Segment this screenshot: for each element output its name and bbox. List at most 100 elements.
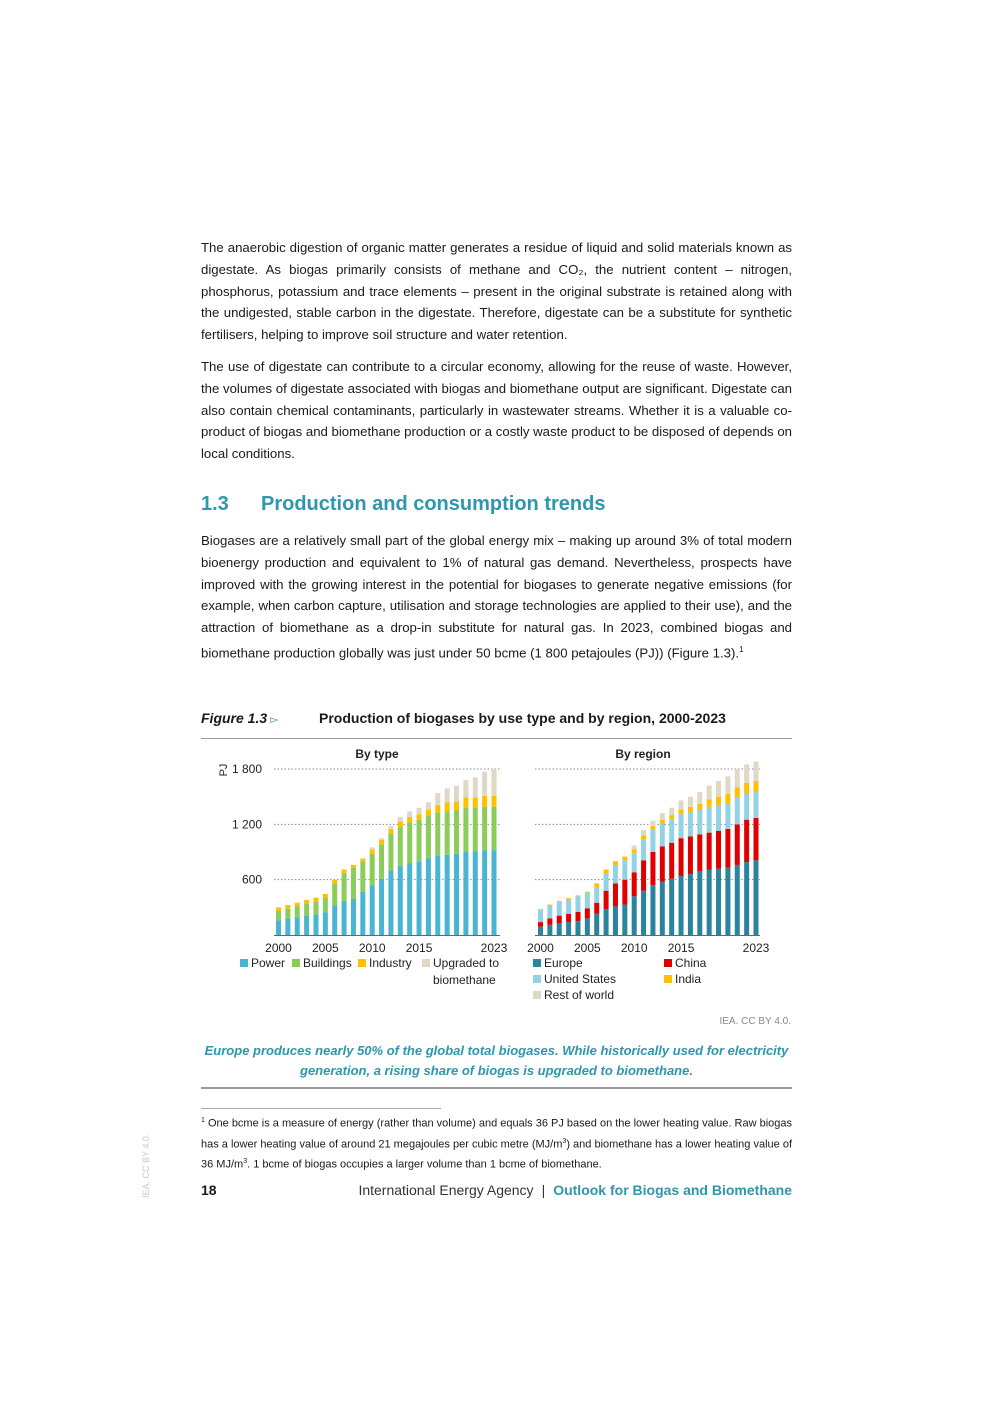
bar-type-industry-2023 [491,795,497,807]
bar-type-buildings-2009 [360,861,366,892]
bar-region-rest-of-world-2014 [669,807,675,816]
bar-region-rest-of-world-2019 [716,780,722,797]
bar-type-power-2019 [454,853,460,935]
bar-type-industry-2020 [463,797,469,808]
bar-type-upgraded-to-biomethane-2023 [491,769,497,796]
bar-region-united-states-2010 [631,852,637,873]
bar-region-europe-2016 [687,874,693,935]
bar-region-europe-2001 [547,924,553,935]
bar-region-united-states-2000 [538,910,543,923]
xtick-label: 2023 [481,941,508,955]
paragraph-digestate: The anaerobic digestion of organic matte… [201,240,792,343]
bar-type-power-2023 [491,850,497,935]
bar-region-united-states-2005 [584,892,590,909]
footer-separator: | [541,1182,546,1198]
footnote: 1 One bcme is a measure of energy (rathe… [201,1112,792,1174]
legend-label: Power [251,956,285,970]
bar-type-buildings-2002 [294,906,300,918]
bar-region-china-2020 [725,828,731,868]
legend-label: Buildings [303,956,352,970]
page-footer: 18 International Energy Agency | Outlook f… [201,1182,792,1198]
ytick-label: 1 200 [232,817,262,831]
xtick-label: 2023 [743,941,770,955]
bar-type-industry-2009 [360,858,366,862]
page-number: 18 [201,1182,217,1198]
bar-type-upgraded-to-biomethane-2011 [379,838,385,841]
ytick-label: 1 800 [232,762,262,776]
bar-region-china-2015 [678,838,684,876]
bar-type-upgraded-to-biomethane-2019 [454,785,460,802]
legend-swatch [533,991,541,999]
xtick-label: 2000 [265,941,292,955]
ytick-label: 600 [242,873,262,887]
bar-region-china-2023 [753,817,759,861]
figure-caption: Europe produces nearly 50% of the global… [204,1043,789,1078]
bar-region-united-states-2006 [594,887,600,903]
legend-swatch [292,959,300,967]
bar-region-united-states-2023 [753,792,759,818]
xtick-label: 2015 [668,941,695,955]
bar-region-china-2021 [734,824,740,865]
section-number: 1.3 [201,493,229,515]
bar-region-india-2002 [556,900,562,902]
bar-region-united-states-2013 [659,823,665,847]
bar-region-rest-of-world-2023 [753,761,759,781]
footer-right: International Energy Agency | Outlook for … [358,1182,792,1198]
figure-arrow-icon: ▻ [270,714,279,726]
legend-by-region: Europe China United States India Rest of wor… [533,956,707,1002]
figure-bottom-rule [201,1087,792,1089]
bar-region-rest-of-world-2022 [744,764,750,783]
bar-region-india-2015 [678,809,684,815]
bar-region-united-states-2012 [650,829,656,852]
bar-type-buildings-2007 [341,873,347,901]
bar-region-china-2017 [697,834,703,872]
bar-region-china-2008 [612,883,618,907]
bar-region-europe-2002 [556,923,562,935]
bar-type-industry-2019 [454,801,460,811]
footnote-text-a: One bcme is a measure of energy (rather … [201,1117,792,1151]
bar-region-india-2003 [566,898,572,900]
footnote-text-c: . 1 bcme of biogas occupies a larger vol… [247,1158,602,1171]
bar-type-industry-2010 [369,849,375,854]
bar-region-united-states-2001 [547,905,553,919]
bar-region-india-2001 [547,904,553,906]
bar-type-power-2011 [379,878,385,935]
bar-type-upgraded-to-biomethane-2022 [482,771,488,796]
bar-type-industry-2013 [397,821,403,828]
bar-type-industry-2005 [322,893,328,898]
bar-type-upgraded-to-biomethane-2012 [388,826,394,829]
bar-type-industry-2002 [294,902,300,907]
bar-type-power-2001 [285,918,291,935]
xtick-label: 2015 [406,941,433,955]
bar-region-europe-2009 [622,904,628,935]
bar-type-power-2009 [360,891,366,935]
bar-type-upgraded-to-biomethane-2020 [463,780,469,798]
bar-region-china-2005 [584,908,590,919]
bar-type-power-2008 [350,899,356,935]
legend-label: United States [544,972,616,986]
legend-swatch [664,975,672,983]
bar-region-china-2007 [603,890,609,910]
bar-region-europe-2013 [659,881,665,935]
legend-swatch [240,959,248,967]
bar-region-china-2012 [650,852,656,886]
bar-type-buildings-2020 [463,807,469,852]
bar-type-buildings-2023 [491,806,497,851]
bar-region-united-states-2018 [706,806,712,833]
bar-type-industry-2012 [388,828,394,834]
bar-region-europe-2014 [669,878,675,935]
bar-type-power-2005 [322,912,328,935]
bar-region-rest-of-world-2017 [697,792,703,805]
bar-region-europe-2008 [612,906,618,935]
legend-swatch [664,959,672,967]
bar-region-united-states-2017 [697,809,703,835]
bar-type-power-2015 [416,861,422,935]
bar-region-india-2007 [603,869,609,874]
bar-region-europe-2003 [566,922,572,935]
bar-type-power-2003 [304,915,310,935]
bar-region-europe-2000 [538,926,543,935]
footnote-sup-2: 3 [243,1158,248,1166]
bar-type-industry-2007 [341,869,347,874]
bar-region-europe-2010 [631,896,637,935]
bar-type-buildings-2015 [416,819,422,862]
